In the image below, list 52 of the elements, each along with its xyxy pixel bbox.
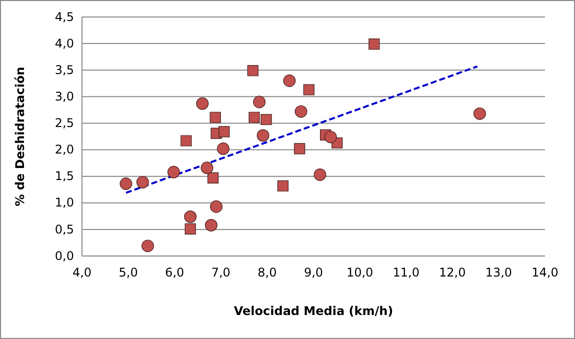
point (167, 166, 180, 178)
y-tick-label: 1,5 (54, 169, 74, 184)
point (283, 74, 296, 87)
point (184, 223, 196, 234)
y-tick-label: 3,5 (54, 62, 74, 77)
point (207, 172, 219, 184)
x-tick-label: 7,0 (211, 266, 230, 280)
point (142, 240, 154, 252)
point (180, 135, 192, 146)
point (368, 38, 380, 50)
point (200, 162, 214, 174)
x-tick-label: 12,0 (439, 266, 466, 280)
y-axis-title: % de Deshidratación (13, 66, 27, 206)
x-tick-label: 9,0 (304, 266, 324, 280)
y-tick-label: 3,0 (54, 90, 74, 104)
point (294, 105, 308, 118)
x-tick-label: 8,0 (258, 266, 277, 280)
point (204, 218, 218, 232)
point (303, 84, 314, 96)
point (136, 176, 149, 188)
y-tick-label: 1,0 (54, 196, 74, 210)
point (120, 178, 132, 190)
point (256, 129, 270, 142)
point (184, 210, 197, 223)
point (210, 200, 222, 213)
point (277, 180, 288, 192)
point (324, 130, 337, 144)
x-tick-label: 10,0 (346, 266, 374, 280)
point (248, 112, 260, 123)
point (474, 107, 486, 120)
y-tick-label: 4,5 (54, 10, 74, 24)
y-tick-label: 4,0 (54, 36, 74, 50)
point (253, 96, 266, 108)
point (196, 97, 209, 110)
x-tick-label: 14,0 (532, 266, 558, 280)
x-tick-label: 13,0 (485, 266, 512, 280)
point (217, 142, 230, 155)
point (210, 112, 221, 123)
x-tick-label: 4,0 (72, 266, 92, 280)
point (314, 168, 326, 181)
x-tick-label: 11,0 (392, 266, 420, 280)
point (218, 126, 230, 138)
x-axis-title: Velocidad Media (km/h) (234, 304, 394, 318)
point (260, 114, 272, 126)
y-tick-label: 2,5 (54, 116, 74, 130)
y-tick-label: 0,0 (54, 248, 74, 263)
y-tick-label: 2,0 (54, 142, 74, 157)
x-tick-label: 5,0 (118, 266, 138, 280)
point (294, 143, 306, 154)
point (247, 65, 258, 76)
x-tick-label: 6,0 (165, 266, 184, 280)
y-tick-label: 0,5 (54, 222, 74, 236)
